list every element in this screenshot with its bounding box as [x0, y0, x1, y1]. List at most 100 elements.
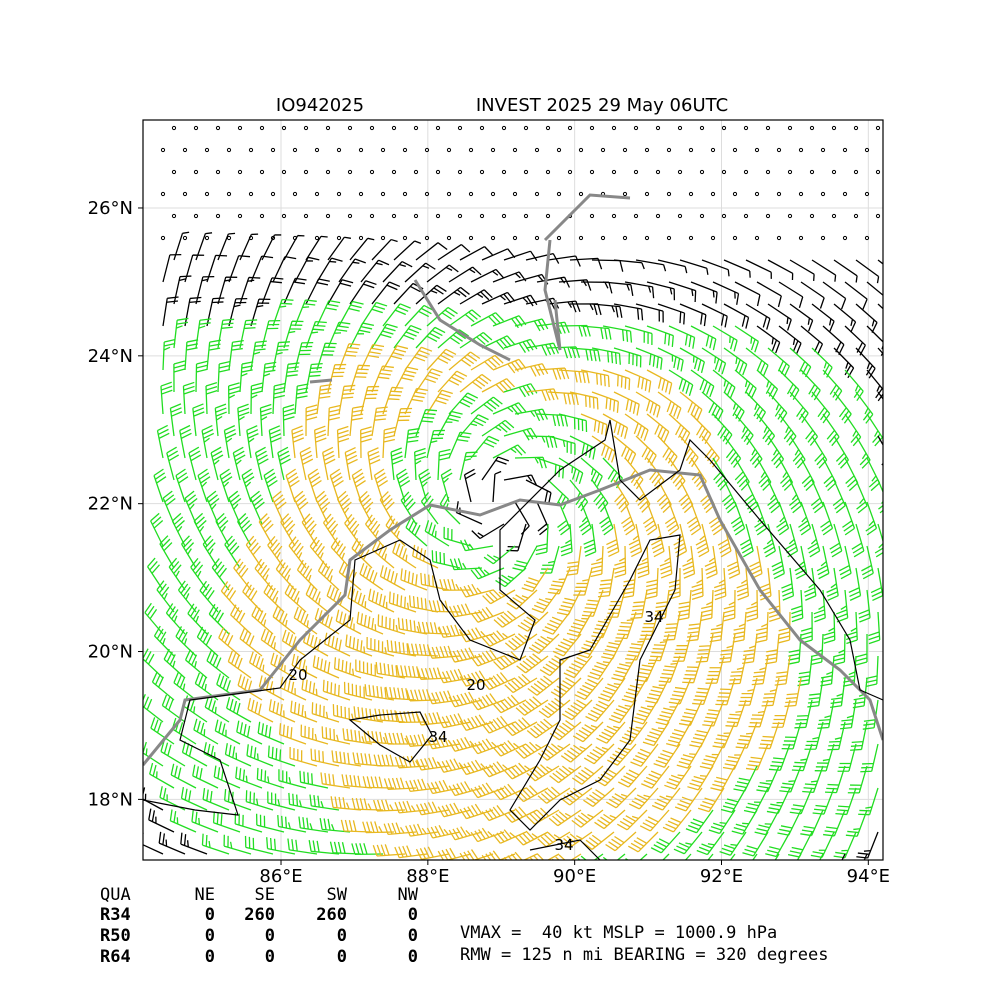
wind-barb	[170, 763, 197, 789]
calm-marker	[424, 147, 430, 153]
wind-barb	[517, 611, 549, 632]
wind-barb	[241, 468, 255, 503]
wind-barb	[701, 259, 730, 277]
calm-marker	[281, 213, 287, 219]
wind-barb	[327, 321, 351, 349]
calm-marker	[468, 235, 474, 241]
wind-barb	[838, 545, 852, 580]
wind-barb	[755, 611, 769, 644]
wind-barb	[855, 303, 878, 333]
wind-barb	[536, 413, 569, 427]
wind-barb	[329, 841, 362, 855]
wind-barb	[459, 451, 478, 481]
wind-barb	[656, 479, 672, 513]
wind-barb	[573, 567, 593, 596]
wind-barb	[206, 649, 230, 679]
table-header: NW	[398, 885, 419, 905]
calm-marker	[765, 169, 771, 175]
wind-barb	[470, 435, 500, 459]
wind-barb	[712, 457, 729, 491]
wind-barb	[521, 567, 549, 592]
wind-barb	[844, 369, 864, 402]
wind-barb	[342, 728, 373, 745]
wind-barb	[289, 746, 318, 767]
wind-barb	[674, 787, 703, 812]
wind-barb	[858, 787, 879, 816]
wind-barb	[811, 435, 828, 469]
wind-barb	[400, 568, 428, 591]
calm-marker	[446, 147, 452, 153]
wind-barb	[540, 545, 560, 574]
wind-barb	[394, 800, 428, 814]
wind-barb	[405, 778, 439, 793]
calm-marker	[215, 125, 221, 131]
wind-barb	[525, 388, 559, 402]
wind-barb	[827, 721, 846, 751]
wind-barb	[277, 815, 307, 833]
wind-barb	[223, 425, 237, 459]
calm-marker	[666, 147, 672, 153]
wind-barb	[734, 413, 754, 446]
wind-barb	[619, 721, 648, 746]
calm-marker	[754, 147, 760, 153]
wind-barb	[578, 501, 592, 536]
wind-barb	[810, 831, 835, 858]
wind-barb	[459, 670, 494, 687]
wind-barb	[685, 809, 714, 834]
wind-barb	[791, 743, 813, 772]
wind-barb	[563, 655, 593, 679]
wind-barb	[635, 479, 651, 513]
wind-barb	[756, 281, 782, 308]
calm-marker	[512, 191, 518, 197]
table-cell: 0	[337, 947, 347, 967]
wind-barb	[382, 426, 396, 459]
wind-barb	[367, 447, 381, 481]
y-tick-label: 22°N	[88, 494, 133, 515]
calm-marker	[325, 213, 331, 219]
x-tick-label: 88°E	[406, 866, 449, 887]
wind-barb	[745, 303, 771, 330]
table-cell: 0	[337, 926, 347, 946]
wind-barb	[395, 710, 428, 723]
calm-marker	[479, 125, 485, 131]
wind-barb	[547, 300, 581, 313]
wind-barb	[789, 391, 809, 424]
wind-barb	[689, 721, 714, 748]
wind-barb	[460, 539, 494, 552]
wind-barb	[583, 523, 597, 557]
wind-barb	[585, 699, 615, 722]
wind-barb	[278, 769, 307, 789]
wind-barb	[171, 512, 186, 547]
wind-barb	[368, 588, 395, 613]
wind-barb	[443, 526, 472, 547]
wind-barb	[870, 567, 883, 602]
wind-barb	[789, 787, 813, 815]
wind-barb	[338, 343, 361, 371]
calm-marker	[171, 169, 177, 175]
wind-barb	[856, 831, 879, 859]
wind-barb	[280, 676, 307, 701]
wind-barb	[842, 655, 857, 687]
wind-barb	[294, 341, 314, 371]
wind-barb	[382, 260, 413, 283]
wind-barb	[470, 827, 505, 843]
wind-barb	[459, 714, 494, 732]
wind-barb	[143, 694, 164, 723]
wind-barb	[168, 557, 186, 591]
wind-barb	[415, 284, 447, 305]
wind-barb	[420, 492, 439, 525]
wind-barb	[723, 303, 750, 329]
wind-barb	[771, 545, 785, 580]
calm-marker	[413, 213, 419, 219]
wind-barb	[565, 545, 582, 576]
wind-barb	[641, 765, 670, 789]
wind-barb	[861, 545, 874, 580]
wind-barb	[330, 537, 351, 569]
calm-marker	[259, 125, 265, 131]
wind-barb	[239, 319, 258, 349]
wind-barb	[343, 681, 373, 701]
info-line: RMW = 125 n mi BEARING = 320 degrees	[460, 945, 828, 965]
wind-barb	[746, 589, 759, 622]
calm-marker	[875, 125, 881, 131]
wind-barb	[536, 501, 549, 536]
